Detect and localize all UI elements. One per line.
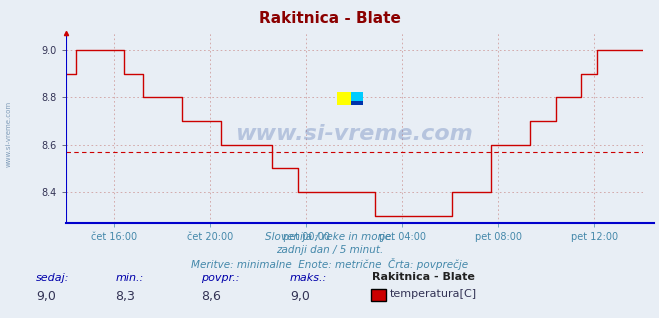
Text: maks.:: maks.: [290,273,328,283]
Text: Rakitnica - Blate: Rakitnica - Blate [372,272,475,282]
Text: 8,6: 8,6 [201,290,221,302]
Text: min.:: min.: [115,273,144,283]
Bar [351,101,363,105]
Text: temperatura[C]: temperatura[C] [390,289,477,299]
Text: www.si-vreme.com: www.si-vreme.com [5,100,12,167]
Text: povpr.:: povpr.: [201,273,239,283]
Text: 9,0: 9,0 [36,290,56,302]
Text: www.si-vreme.com: www.si-vreme.com [235,124,473,144]
Text: Meritve: minimalne  Enote: metrične  Črta: povprečje: Meritve: minimalne Enote: metrične Črta:… [191,258,468,270]
Text: 9,0: 9,0 [290,290,310,302]
Bar [351,92,363,101]
Text: Slovenija / reke in morje.: Slovenija / reke in morje. [265,232,394,241]
Bar [337,92,351,105]
Text: sedaj:: sedaj: [36,273,70,283]
Text: zadnji dan / 5 minut.: zadnji dan / 5 minut. [276,245,383,255]
Text: 8,3: 8,3 [115,290,135,302]
Text: Rakitnica - Blate: Rakitnica - Blate [258,11,401,26]
